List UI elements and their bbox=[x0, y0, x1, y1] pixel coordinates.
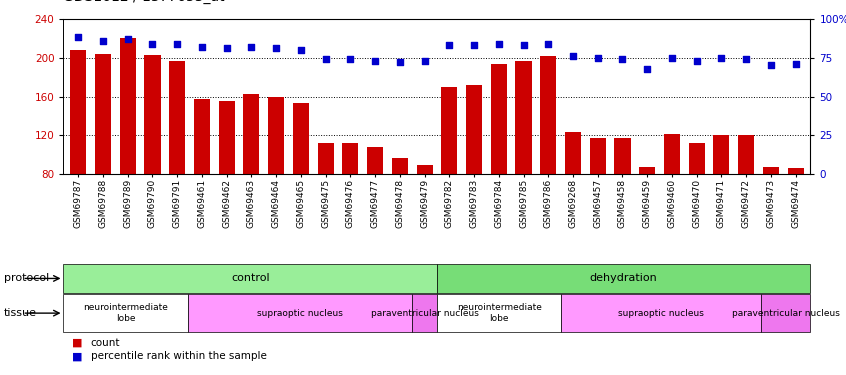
Bar bbox=[614, 138, 630, 252]
Point bbox=[616, 56, 629, 62]
Bar bbox=[738, 135, 754, 252]
Text: supraoptic nucleus: supraoptic nucleus bbox=[257, 309, 343, 318]
Point bbox=[566, 53, 580, 59]
Text: tissue: tissue bbox=[4, 308, 37, 318]
Point bbox=[739, 56, 753, 62]
Bar bbox=[515, 61, 531, 252]
Point bbox=[665, 55, 678, 61]
Text: ■: ■ bbox=[72, 351, 82, 361]
Bar bbox=[392, 158, 408, 252]
Point bbox=[72, 34, 85, 40]
Text: paraventricular nucleus: paraventricular nucleus bbox=[732, 309, 839, 318]
Point bbox=[170, 40, 184, 46]
Bar bbox=[367, 147, 383, 252]
Text: neurointermediate
lobe: neurointermediate lobe bbox=[457, 303, 541, 323]
Point bbox=[121, 36, 135, 42]
Bar bbox=[169, 61, 185, 252]
Point bbox=[146, 40, 159, 46]
Bar bbox=[590, 138, 606, 252]
Point bbox=[442, 42, 456, 48]
Bar bbox=[788, 168, 804, 252]
Bar bbox=[565, 132, 581, 252]
Point bbox=[269, 45, 283, 51]
Text: protocol: protocol bbox=[4, 273, 49, 284]
Bar bbox=[145, 55, 161, 252]
Bar bbox=[63, 294, 188, 332]
Bar bbox=[95, 54, 111, 252]
Text: paraventricular nucleus: paraventricular nucleus bbox=[371, 309, 479, 318]
Bar bbox=[63, 264, 437, 292]
Text: dehydration: dehydration bbox=[590, 273, 657, 284]
Bar bbox=[541, 56, 557, 252]
Text: supraoptic nucleus: supraoptic nucleus bbox=[618, 309, 704, 318]
Point bbox=[418, 58, 431, 64]
Point bbox=[467, 42, 481, 48]
Bar bbox=[437, 294, 562, 332]
Text: neurointermediate
lobe: neurointermediate lobe bbox=[83, 303, 168, 323]
Point bbox=[541, 40, 555, 46]
Bar bbox=[664, 134, 680, 252]
Point bbox=[294, 47, 308, 53]
Point bbox=[244, 44, 258, 50]
Point bbox=[788, 61, 802, 67]
Point bbox=[319, 56, 332, 62]
Point bbox=[343, 56, 357, 62]
Bar bbox=[437, 264, 810, 292]
Point bbox=[690, 58, 704, 64]
Bar bbox=[466, 85, 482, 252]
Bar bbox=[120, 38, 136, 252]
Bar bbox=[188, 294, 412, 332]
Bar bbox=[763, 166, 779, 252]
Bar bbox=[713, 135, 729, 252]
Bar bbox=[194, 99, 210, 252]
Point bbox=[220, 45, 233, 51]
Bar bbox=[293, 104, 309, 252]
Bar bbox=[442, 87, 458, 252]
Bar bbox=[343, 143, 359, 252]
Bar bbox=[70, 50, 86, 252]
Point bbox=[764, 62, 777, 68]
Text: count: count bbox=[91, 338, 120, 348]
Point bbox=[715, 55, 728, 61]
Bar bbox=[268, 97, 284, 252]
Bar bbox=[761, 294, 810, 332]
Bar bbox=[640, 166, 656, 252]
Bar bbox=[412, 294, 437, 332]
Point bbox=[368, 58, 382, 64]
Point bbox=[195, 44, 209, 50]
Bar bbox=[689, 143, 705, 252]
Text: percentile rank within the sample: percentile rank within the sample bbox=[91, 351, 266, 361]
Bar bbox=[491, 64, 507, 252]
Text: control: control bbox=[231, 273, 270, 284]
Point bbox=[492, 40, 506, 46]
Bar bbox=[416, 165, 432, 252]
Point bbox=[517, 42, 530, 48]
Point bbox=[591, 55, 605, 61]
Bar bbox=[317, 143, 333, 252]
Text: ■: ■ bbox=[72, 338, 82, 348]
Point bbox=[96, 38, 110, 44]
Bar bbox=[218, 101, 234, 252]
Text: GDS1612 / 1377653_at: GDS1612 / 1377653_at bbox=[63, 0, 225, 4]
Point bbox=[640, 66, 654, 72]
Bar bbox=[244, 94, 260, 252]
Bar bbox=[562, 294, 761, 332]
Point bbox=[393, 59, 407, 65]
